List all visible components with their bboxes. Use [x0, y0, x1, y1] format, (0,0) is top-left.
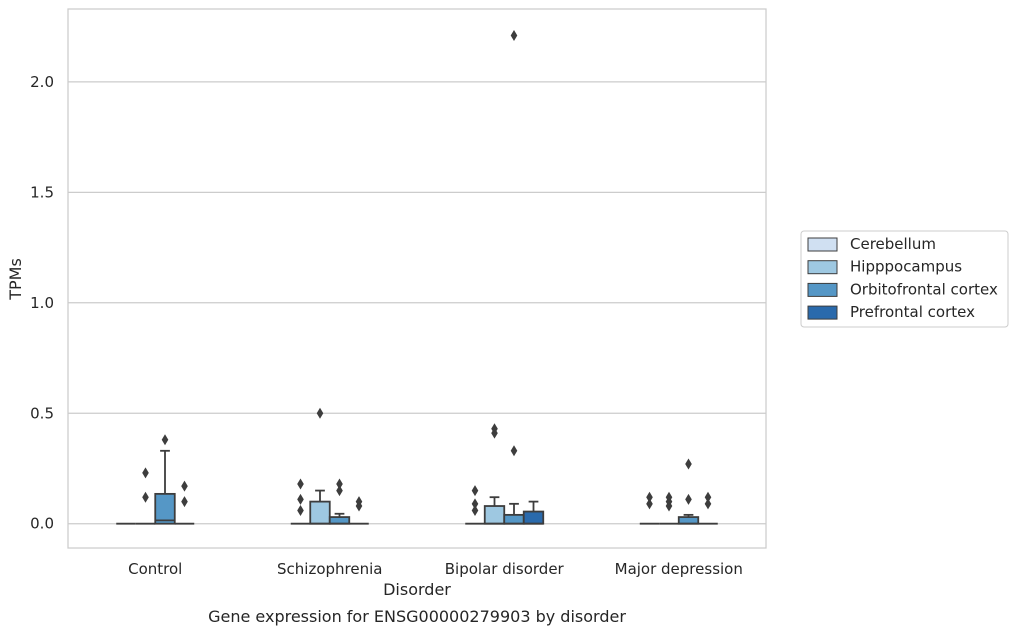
box	[309, 500, 331, 525]
outlier-point	[471, 504, 479, 516]
y-tick-label: 1.0	[30, 294, 54, 312]
y-tick-label: 2.0	[30, 73, 54, 91]
box	[503, 513, 525, 525]
chart-caption: Gene expression for ENSG00000279903 by d…	[208, 607, 626, 626]
outlier-point	[685, 458, 692, 470]
outlier-point	[142, 467, 149, 479]
box-group	[135, 467, 156, 525]
outlier-point	[491, 423, 498, 435]
box-group	[483, 423, 506, 525]
legend-label: Hipppocampus	[850, 258, 962, 276]
box	[677, 516, 700, 525]
y-tick-label: 0.5	[30, 404, 54, 422]
outlier-point	[471, 485, 479, 497]
outlier-point	[336, 485, 343, 497]
outlier-point	[181, 496, 188, 508]
box-group	[154, 434, 176, 525]
y-tick-labels: 0.0 0.5 1.0 1.5 2.0	[30, 73, 54, 533]
outlier-point	[685, 493, 692, 505]
box-group	[698, 491, 718, 525]
outlier-point	[704, 491, 712, 503]
box-group	[290, 478, 311, 525]
outlier-point	[297, 478, 304, 490]
legend-swatch	[807, 237, 838, 252]
plot-frame	[67, 8, 767, 549]
y-tick-label: 1.5	[30, 183, 54, 201]
legend-label: Cerebellum	[850, 235, 936, 253]
x-tick-label: Control	[128, 560, 182, 578]
box-group	[465, 485, 485, 525]
x-tick-labels: Control Schizophrenia Bipolar disorder Majo…	[128, 560, 743, 578]
outlier-point	[336, 478, 343, 490]
box-group	[639, 491, 660, 525]
outlier-point	[510, 445, 518, 457]
outlier-point	[510, 30, 518, 42]
box-group	[503, 30, 525, 525]
legend: Cerebellum Hipppocampus Orbitofrontal cort…	[800, 230, 1009, 328]
box	[328, 516, 351, 525]
box-group	[522, 500, 545, 525]
x-tick-label: Major depression	[615, 560, 743, 578]
box-group	[328, 478, 351, 525]
box-group	[174, 480, 195, 525]
box	[483, 505, 506, 525]
box-group	[659, 491, 679, 525]
box-group	[309, 407, 331, 525]
outlier-point	[297, 504, 304, 516]
legend-frame	[800, 230, 1009, 328]
legend-swatch	[807, 305, 838, 320]
box-group	[349, 496, 369, 525]
legend-label: Orbitofrontal cortex	[850, 280, 998, 298]
x-tick-label: Schizophrenia	[277, 560, 382, 578]
outlier-point	[665, 491, 673, 503]
plot-marks	[116, 30, 718, 525]
x-tick-label: Bipolar disorder	[445, 560, 565, 578]
outlier-point	[646, 498, 653, 510]
outlier-point	[161, 434, 169, 446]
outlier-point	[471, 498, 479, 510]
outlier-point	[646, 491, 653, 503]
y-tick-label: 0.0	[30, 515, 54, 533]
outlier-point	[704, 498, 712, 510]
legend-label: Prefrontal cortex	[850, 303, 975, 321]
legend-swatch	[807, 282, 838, 297]
outlier-point	[297, 493, 304, 505]
outlier-point	[181, 480, 188, 492]
box	[522, 510, 545, 525]
legend-swatch	[807, 260, 838, 275]
outlier-point	[355, 496, 363, 508]
outlier-point	[142, 491, 149, 503]
y-axis-label: TPMs	[6, 258, 25, 301]
x-axis-label: Disorder	[383, 580, 451, 599]
box	[154, 492, 176, 525]
box-group	[677, 458, 700, 525]
outlier-point	[316, 407, 324, 419]
